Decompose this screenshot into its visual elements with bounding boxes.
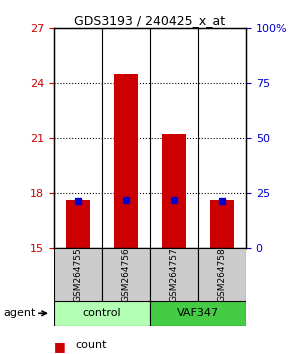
FancyBboxPatch shape <box>102 248 150 301</box>
Text: ■: ■ <box>54 340 66 353</box>
FancyBboxPatch shape <box>150 248 198 301</box>
Text: count: count <box>75 340 106 350</box>
Bar <box>162 135 186 248</box>
Text: control: control <box>83 308 121 318</box>
Bar <box>210 200 234 248</box>
Bar <box>114 74 138 248</box>
Text: agent: agent <box>3 308 35 318</box>
Bar <box>66 200 90 248</box>
FancyBboxPatch shape <box>198 248 246 301</box>
Text: GSM264757: GSM264757 <box>169 247 178 302</box>
Text: GDS3193 / 240425_x_at: GDS3193 / 240425_x_at <box>74 14 226 27</box>
FancyBboxPatch shape <box>54 301 150 326</box>
Text: GSM264755: GSM264755 <box>74 247 82 302</box>
Text: GSM264756: GSM264756 <box>122 247 130 302</box>
FancyBboxPatch shape <box>54 248 102 301</box>
Text: GSM264758: GSM264758 <box>218 247 226 302</box>
FancyBboxPatch shape <box>150 301 246 326</box>
Text: VAF347: VAF347 <box>177 308 219 318</box>
